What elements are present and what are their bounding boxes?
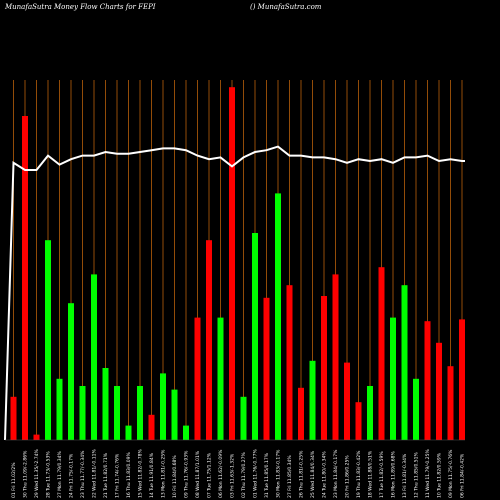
chart-title: MunafaSutra Money Flow Charts for FEPI xyxy=(4,3,156,11)
x-tick-label: 17 Fri 11.74/-0.76% xyxy=(115,453,121,498)
bar xyxy=(22,116,28,440)
bar xyxy=(367,386,373,440)
bar xyxy=(401,285,408,440)
bar xyxy=(298,387,304,440)
x-tick-label: 30 Mon 11.83/-0.17% xyxy=(276,449,282,498)
x-tick-label: 17 Tue 11.82/-0.59% xyxy=(379,451,385,498)
x-tick-label: 07 Tue 11.75/1.12% xyxy=(207,452,213,498)
x-tick-label: 27 Mon 11.79/0.34% xyxy=(57,451,63,498)
x-tick-label: 21 Tue 11.82/0.71% xyxy=(103,452,109,498)
bar xyxy=(206,240,212,440)
bar xyxy=(102,368,109,440)
x-tick-label: 02 Thu 11.79/0.27% xyxy=(241,452,247,498)
x-tick-label: 26 Thu 11.81/-0.25% xyxy=(299,450,305,498)
bar xyxy=(263,297,270,440)
bar xyxy=(413,378,419,440)
x-tick-label: 24 Fri 11.75/-0.17% xyxy=(69,453,75,498)
bar xyxy=(344,362,350,440)
x-tick-label: 09 Thu 11.76/-0.93% xyxy=(184,450,190,498)
bar xyxy=(240,396,247,440)
x-tick-label: 18 Wed 11.88/0.51% xyxy=(368,450,374,498)
x-tick-label: 03 Fri 11.63/-1.32% xyxy=(230,453,236,498)
bar xyxy=(321,296,327,440)
x-tick-label: 08 Wed 11.87/1.01% xyxy=(195,450,201,498)
x-tick-label: 25 Wed 11.84/0.34% xyxy=(310,450,316,498)
bar-series xyxy=(10,87,465,440)
x-tick-label: 19 Thu 11.83/-0.42% xyxy=(356,450,362,498)
bar xyxy=(45,240,51,440)
bar xyxy=(424,321,431,440)
x-tick-label: 22 Wed 11.81/-0.11% xyxy=(92,449,98,498)
x-tick-label: 13 Mon 11.81/-0.25% xyxy=(161,449,167,498)
bar xyxy=(148,414,155,440)
bar xyxy=(10,396,17,440)
bar xyxy=(447,366,454,440)
x-tick-labels: 01 Fri 11.02/2% 30 Thu 11.09/-2.86% 29 Wed… xyxy=(11,449,466,498)
bar xyxy=(125,425,132,440)
x-tick-label: 23 Thu 11.77/-0.34% xyxy=(80,450,86,498)
bar xyxy=(436,342,442,440)
x-tick-label: 06 Fri 11.84/-0.42% xyxy=(460,453,466,498)
bar xyxy=(91,274,97,440)
bar xyxy=(309,360,316,440)
x-tick-label: 14 Tue 11.91/0.84% xyxy=(149,452,155,498)
x-tick-label: 13 Fri 11.81/-0.34% xyxy=(402,453,408,498)
x-tick-label: 27 Fri 11.85/0.34% xyxy=(287,455,293,498)
x-tick-label: 10 Tue 11.82/0.59% xyxy=(437,452,443,498)
bar xyxy=(275,193,281,440)
bar xyxy=(390,317,396,440)
bar xyxy=(378,267,385,440)
x-tick-label: 12 Thu 11.85/0.51% xyxy=(414,452,420,498)
x-tick-label: 09 Mon 11.75/-0.76% xyxy=(448,449,454,498)
x-tick-label: 24 Tue 11.80/-0.34% xyxy=(322,451,328,498)
x-tick-label: 01 Fri 11.02/2% xyxy=(11,462,17,498)
bar xyxy=(183,425,189,440)
bar xyxy=(229,87,235,440)
bar xyxy=(194,317,201,440)
x-tick-label: 30 Thu 11.09/-2.86% xyxy=(23,450,29,498)
x-tick-label: 20 Fri 11.86/0.25% xyxy=(345,455,351,498)
bar xyxy=(355,402,362,440)
x-tick-label: 10 Fri 11.84/0.68% xyxy=(172,455,178,498)
bar xyxy=(56,378,63,440)
bar xyxy=(332,274,339,440)
bar xyxy=(252,233,258,440)
bar xyxy=(160,373,166,440)
x-tick-label: 15 Wed 11.82/-0.78% xyxy=(138,449,144,498)
x-tick-label: 31 Tue 11.85/0.17% xyxy=(264,452,270,498)
x-tick-label: 23 Mon 11.84/-0.17% xyxy=(333,449,339,498)
x-tick-label: 01 Wed 11.76/-0.77% xyxy=(253,449,259,498)
bar xyxy=(286,285,293,440)
x-tick-label: 16 Mon 11.89/0.68% xyxy=(391,451,397,498)
x-tick-label: 28 Tue 11.73/-0.53% xyxy=(46,451,52,498)
chart-source: () MunafaSutra.com xyxy=(250,3,322,11)
bar xyxy=(79,386,86,440)
bar xyxy=(459,319,465,440)
bar xyxy=(114,386,120,440)
x-tick-label: 16 Thu 11.83/0.09% xyxy=(126,452,132,498)
x-tick-label: 11 Wed 11.79/-0.25% xyxy=(425,449,431,498)
x-tick-label: 29 Wed 11.35/-2.74% xyxy=(34,449,40,498)
bar xyxy=(171,389,178,440)
money-flow-line xyxy=(4,145,465,441)
bar xyxy=(33,434,40,440)
x-tick-label: 06 Mon 11.62/-0.09% xyxy=(218,449,224,498)
bar xyxy=(137,386,143,440)
bar xyxy=(217,317,224,440)
bar xyxy=(68,303,74,440)
